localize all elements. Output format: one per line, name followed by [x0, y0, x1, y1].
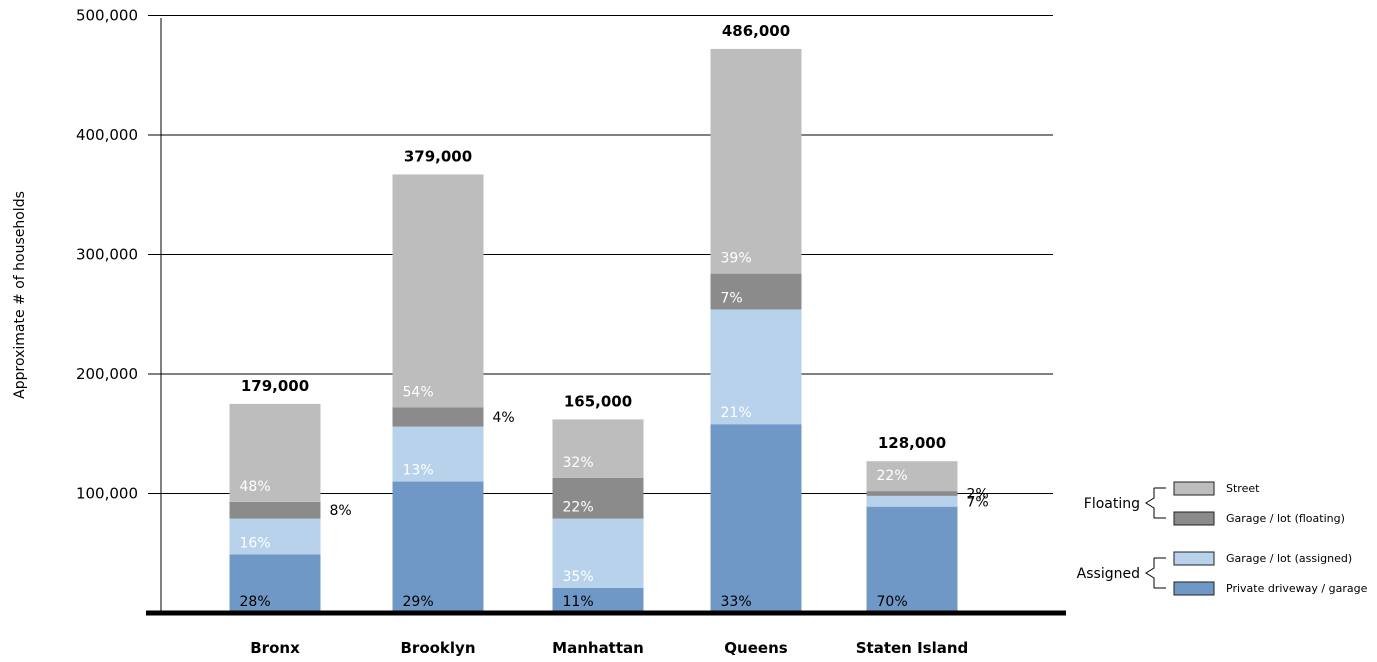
segment-percent-label: 22%: [563, 500, 594, 516]
bar-segment: [392, 426, 484, 482]
bar-segment: [866, 461, 958, 492]
legend-swatch: [1173, 481, 1215, 496]
segment-percent-label: 32%: [563, 455, 594, 471]
bar-segment: [866, 495, 958, 507]
segment-percent-label: 70%: [877, 594, 908, 610]
segment-percent-label: 16%: [240, 535, 271, 551]
x-category-label: Bronx: [250, 639, 300, 657]
bar-stack-staten-island: 70% 7%2% 22% 128,000: [866, 434, 989, 613]
bar-segment: [866, 506, 958, 613]
bar-segment: [229, 554, 321, 613]
legend-swatch: [1173, 511, 1215, 526]
segment-percent-label: 35%: [563, 569, 594, 585]
bar-segment: [392, 407, 484, 427]
segment-percent-label: 39%: [721, 251, 752, 267]
bar-stack-manhattan: 11% 35% 22% 32% 165,000: [552, 392, 644, 613]
y-tick-label: 200,000: [76, 365, 138, 383]
bar-segment: [229, 403, 321, 502]
x-axis: Bronx Brooklyn Manhattan Queens Staten Islan…: [146, 610, 1066, 657]
bar-segment: [552, 477, 644, 519]
y-tick-label: 100,000: [76, 485, 138, 503]
bar-stack-brooklyn: 29% 13% 4% 54% 379,000: [392, 147, 515, 613]
legend-group-floating: Street Garage / lot (floating) Floating: [1084, 481, 1345, 526]
y-tick-label: 500,000: [76, 7, 138, 25]
segment-percent-label: 4%: [493, 410, 515, 426]
legend-label: Private driveway / garage: [1226, 582, 1368, 595]
segment-percent-label: 8%: [330, 503, 352, 519]
legend-label: Street: [1226, 482, 1260, 495]
x-category-label: Queens: [724, 639, 787, 657]
bar-segment: [866, 491, 958, 496]
segment-percent-label: 28%: [240, 594, 271, 610]
segment-percent-label: 21%: [721, 405, 752, 421]
y-tick-label: 300,000: [76, 246, 138, 264]
legend-swatch: [1173, 551, 1215, 566]
bar-stack-bronx: 28% 16% 8% 48% 179,000: [229, 377, 352, 613]
bar-segment: [392, 174, 484, 408]
y-tick-label: 400,000: [76, 126, 138, 144]
segment-percent-label: 33%: [721, 594, 752, 610]
bar-segment: [552, 587, 644, 613]
bar-total-label: 128,000: [878, 434, 946, 452]
segment-percent-label: 22%: [877, 468, 908, 484]
bar-segment: [710, 424, 802, 613]
legend: Street Garage / lot (floating) Floating Gar…: [1077, 481, 1368, 596]
y-axis: 100,000 200,000 300,000 400,000 500,000: [76, 7, 162, 613]
legend-bracket: [1145, 558, 1155, 588]
legend-label: Garage / lot (floating): [1226, 512, 1345, 525]
legend-bracket: [1145, 488, 1155, 518]
x-category-label: Staten Island: [856, 639, 969, 657]
bar-segment: [229, 518, 321, 555]
legend-group-assigned: Garage / lot (assigned) Private driveway …: [1077, 551, 1368, 596]
y-axis-label: Approximate # of households: [12, 191, 28, 399]
legend-label: Garage / lot (assigned): [1226, 552, 1352, 565]
bar-segment: [392, 481, 484, 613]
legend-group-label: Assigned: [1077, 566, 1140, 582]
bar-segment: [710, 273, 802, 310]
bar-segment: [710, 48, 802, 274]
bar-segment: [710, 309, 802, 425]
segment-percent-label: 13%: [403, 463, 434, 479]
bar-stack-queens: 33% 21% 7% 39% 486,000: [710, 22, 802, 613]
bar-total-label: 165,000: [564, 392, 632, 410]
legend-group-label: Floating: [1084, 496, 1140, 512]
bar-segment: [552, 518, 644, 588]
bars: 28% 16% 8% 48% 179,000 29% 13% 4% 54% 379,000 11% 3…: [229, 22, 989, 613]
segment-percent-label: 7%: [721, 290, 743, 306]
bar-total-label: 179,000: [241, 377, 309, 395]
legend-swatch: [1173, 581, 1215, 596]
segment-percent-label: 48%: [240, 479, 271, 495]
segment-percent-label: 2%: [967, 487, 989, 503]
segment-percent-label: 7%: [967, 494, 989, 510]
bar-total-label: 379,000: [404, 147, 472, 165]
bar-segment: [552, 419, 644, 478]
segment-percent-label: 54%: [403, 384, 434, 400]
x-category-label: Brooklyn: [400, 639, 475, 657]
segment-percent-label: 11%: [563, 594, 594, 610]
bar-total-label: 486,000: [722, 22, 790, 40]
bar-segment: [229, 501, 321, 519]
segment-percent-label: 29%: [403, 594, 434, 610]
x-category-label: Manhattan: [552, 639, 644, 657]
